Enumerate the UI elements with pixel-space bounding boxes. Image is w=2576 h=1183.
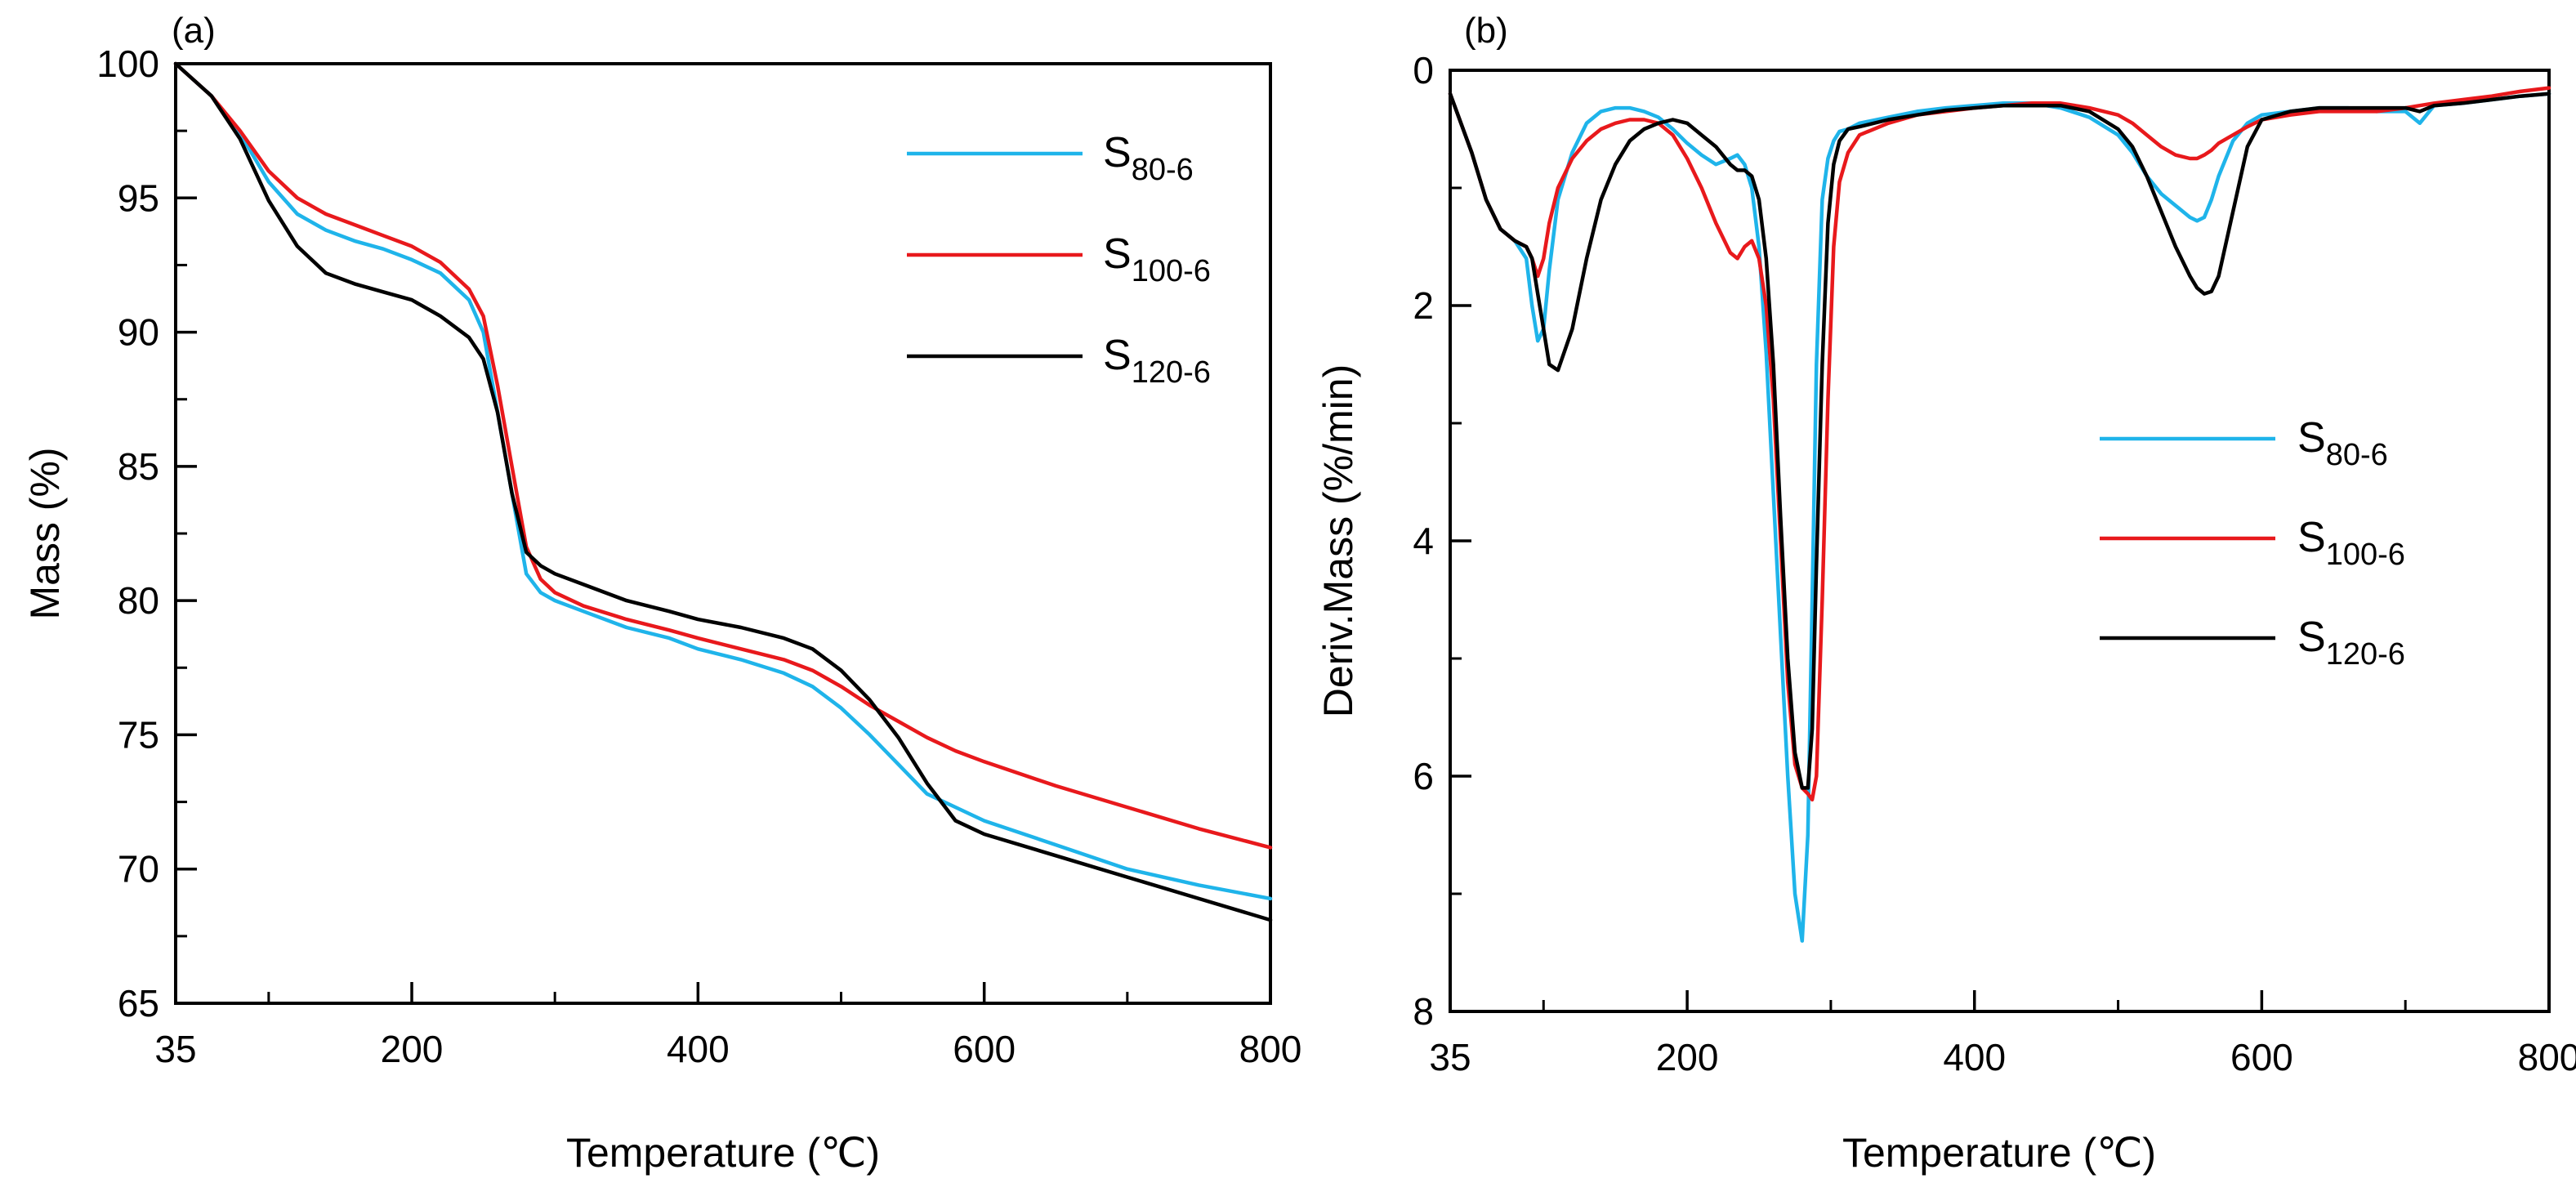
panel-a-x-tick-label: 35 [154,1028,196,1070]
panel-a-y-tick-label: 95 [118,176,159,219]
panel-a-y-tick-label: 75 [118,713,159,756]
panel-a-x-tick-label: 600 [953,1028,1016,1070]
panel-b-y-tick-label: 6 [1413,755,1434,797]
panel-b-x-axis-label: Temperature (℃) [1842,1130,2156,1176]
panel-a-legend-label: S120-6 [1103,332,1211,390]
panel-a-y-tick-label: 65 [118,982,159,1025]
panel-a-series-line-s80-6 [173,61,1273,901]
panel-b-y-tick-label: 2 [1413,284,1434,327]
panel-b-derivative-chart: (b) 35 200 400 600 800 0 2 4 6 8 S80-6 S100-6 S120-… [1315,11,2576,1176]
panel-b-x-tick-label: 200 [1656,1036,1719,1078]
panel-a-legend-label: S100-6 [1103,230,1211,288]
panel-a-ticks: 35 200 400 600 800 65 70 75 80 85 90 95 100 [96,42,1301,1070]
panel-a-legend: S80-6 S100-6 S120-6 [907,129,1211,390]
panel-a-legend-label: S80-6 [1103,129,1194,187]
panel-a-y-tick-label: 80 [118,579,159,622]
panel-a-y-axis-label: Mass (%) [22,447,68,619]
panel-a-y-tick-label: 70 [118,848,159,891]
panel-b-y-tick-label: 8 [1413,990,1434,1033]
panel-b-series-line-s120-6 [1448,92,2551,790]
panel-b-legend-label: S120-6 [2297,614,2405,672]
panel-b-ticks: 35 200 400 600 800 0 2 4 6 8 [1413,49,2576,1078]
panel-b-label: (b) [1464,11,1508,51]
panel-a-y-tick-label: 100 [96,42,159,85]
panel-b-y-tick-label: 4 [1413,520,1434,562]
panel-b-y-tick-label: 0 [1413,49,1434,92]
panel-b-series [1448,86,2551,943]
panel-b-legend: S80-6 S100-6 S120-6 [2100,414,2405,672]
panel-a-label: (a) [172,11,216,51]
panel-a-y-tick-label: 85 [118,445,159,488]
panel-a-series [173,61,1273,922]
panel-a-x-tick-label: 800 [1239,1028,1302,1070]
panel-a-mass-chart: (a) 35 200 400 600 800 65 70 75 80 85 90 95 100 S80-… [22,11,1301,1176]
panel-b-x-tick-label: 35 [1429,1036,1471,1078]
panel-b-series-line-s100-6 [1448,86,2551,802]
panel-b-x-tick-label: 400 [1943,1036,2006,1078]
panel-a-x-tick-label: 400 [667,1028,730,1070]
panel-b-x-tick-label: 600 [2230,1036,2293,1078]
panel-a-x-axis-label: Temperature (℃) [566,1130,880,1176]
panel-b-legend-label: S80-6 [2297,414,2388,472]
panel-b-legend-label: S100-6 [2297,514,2405,572]
panel-b-x-tick-label: 800 [2518,1036,2576,1078]
panel-a-y-tick-label: 90 [118,311,159,354]
panel-b-series-line-s80-6 [1448,92,2551,943]
panel-b-y-axis-label: Deriv.Mass (%/min) [1315,364,1361,717]
panel-a-series-line-s100-6 [173,61,1273,850]
panel-a-series-line-s120-6 [173,61,1273,922]
panel-a-x-tick-label: 200 [381,1028,444,1070]
